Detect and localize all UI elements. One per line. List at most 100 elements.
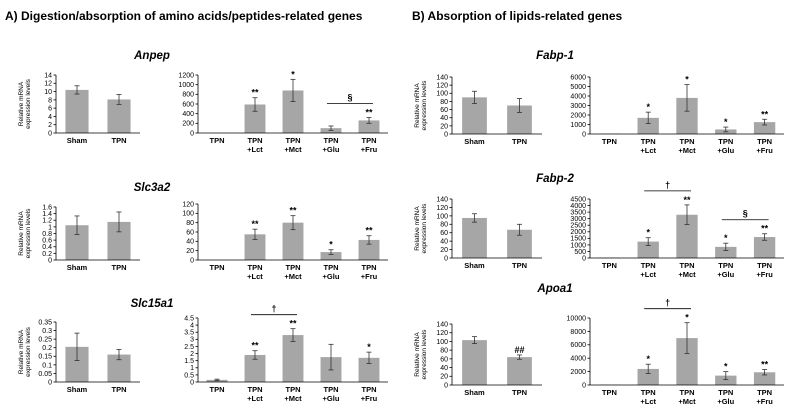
x-category-label: TPN +Mct — [284, 263, 302, 281]
y-tick-label: 120 — [436, 83, 448, 90]
bar-5 — [358, 239, 380, 260]
x-category-label-line: +Glu — [323, 394, 340, 403]
y-tick-label: 0.35 — [38, 319, 52, 326]
x-category-label: TPN — [602, 261, 617, 270]
y-tick-label: 1 — [48, 224, 52, 231]
y-tick-label: 4000 — [570, 93, 586, 100]
bar-3 — [676, 338, 698, 385]
y-tick-label: 10 — [44, 89, 52, 96]
x-category-label-line: TPN — [602, 137, 617, 146]
y-tick-label: 1.6 — [42, 204, 52, 211]
x-category-label-line: +Fru — [756, 146, 773, 155]
bar-1 — [65, 89, 89, 133]
y-tick-label: 100 — [182, 211, 194, 218]
y-tick-label: 40 — [186, 239, 194, 246]
bar-2 — [107, 221, 131, 260]
gene-title-slc3a2: Slc3a2 — [134, 182, 171, 194]
y-tick-label: 120 — [182, 201, 194, 208]
comparison-symbol: § — [347, 93, 352, 103]
x-category-label: Sham — [464, 137, 485, 146]
comparison-symbol: † — [665, 180, 670, 190]
y-axis-label-line: Relative mRNA — [414, 83, 421, 128]
section-title-a: A) Digestion/absorption of amino acids/p… — [5, 9, 363, 23]
x-category-label: TPN +Fru — [361, 136, 378, 154]
x-category-label-line: TPN — [324, 263, 339, 272]
bar-2 — [107, 99, 131, 133]
y-tick-label: 6 — [48, 106, 52, 113]
comparison-symbol: † — [665, 298, 670, 308]
x-category-label: TPN +Mct — [284, 136, 302, 154]
y-tick-label: 4000 — [570, 203, 586, 210]
x-category-label-line: +Glu — [717, 270, 734, 279]
x-category-label: TPN +Glu — [323, 263, 340, 281]
x-category-label-line: TPN — [324, 385, 339, 394]
significance-mark: ** — [761, 109, 769, 119]
x-category-label-line: TPN — [680, 261, 695, 270]
x-category-label-line: TPN — [757, 137, 772, 146]
y-tick-label: 1500 — [570, 236, 586, 243]
y-tick-label: 140 — [436, 321, 448, 328]
y-tick-label: 8000 — [570, 329, 586, 336]
y-tick-label: 0 — [190, 379, 194, 386]
y-tick-label: 60 — [186, 229, 194, 236]
x-category-label: TPN — [602, 388, 617, 397]
x-category-label-line: +Glu — [323, 272, 340, 281]
significance-mark: * — [724, 362, 728, 372]
x-category-label-line: TPN — [757, 388, 772, 397]
x-category-label: Sham — [464, 261, 485, 270]
y-tick-label: 4.5 — [184, 315, 194, 322]
y-tick-label: 4000 — [570, 356, 586, 363]
y-axis-label-line: Relative mRNA — [18, 211, 25, 256]
x-category-label: TPN +Glu — [717, 261, 734, 279]
y-tick-label: 12 — [44, 81, 52, 88]
y-tick-label: 40 — [440, 239, 448, 246]
x-category-label: TPN +Lct — [640, 137, 656, 155]
y-tick-label: 0 — [48, 130, 52, 137]
x-category-label-line: +Fru — [361, 394, 378, 403]
y-axis-label-line: expression levels — [421, 203, 428, 254]
x-category-label-line: Sham — [464, 261, 485, 270]
x-category-label-line: TPN — [286, 385, 301, 394]
bar-2 — [507, 357, 532, 385]
comparison-symbol: † — [271, 304, 276, 314]
y-tick-label: 0.25 — [38, 337, 52, 344]
y-tick-label: 0.2 — [42, 251, 52, 258]
x-category-label-line: TPN — [512, 137, 527, 146]
x-category-label-line: TPN — [512, 388, 527, 397]
x-category-label-line: TPN — [210, 136, 225, 145]
y-tick-label: 1 — [190, 365, 194, 372]
gene-title-slc15a1: Slc15a1 — [131, 298, 174, 310]
y-tick-label: 60 — [440, 230, 448, 237]
x-category-label: Sham — [67, 263, 88, 272]
y-axis-label: Relative mRNAexpression levels — [414, 329, 428, 380]
x-category-label: TPN — [512, 261, 527, 270]
x-category-label: TPN — [602, 137, 617, 146]
significance-mark: * — [685, 313, 689, 323]
x-category-label-line: TPN — [248, 263, 263, 272]
bar-5 — [358, 357, 380, 382]
bar-1 — [462, 217, 487, 258]
y-tick-label: 0 — [582, 131, 586, 138]
x-category-label: TPN +Lct — [247, 136, 263, 154]
x-category-label-line: Sham — [67, 385, 88, 394]
x-category-label-line: +Fru — [756, 397, 773, 406]
y-tick-label: 200 — [182, 121, 194, 128]
x-category-label-line: TPN — [602, 388, 617, 397]
y-tick-label: 0 — [444, 131, 448, 138]
x-category-label-line: TPN — [248, 385, 263, 394]
x-category-label-line: TPN — [286, 136, 301, 145]
y-tick-label: 0 — [48, 257, 52, 264]
x-category-label: TPN +Fru — [361, 385, 378, 403]
y-tick-label: 60 — [440, 107, 448, 114]
y-axis-label-line: expression levels — [421, 329, 428, 380]
y-axis-label-line: expression levels — [25, 78, 32, 129]
significance-mark: * — [291, 69, 295, 79]
x-category-label: TPN +Lct — [247, 385, 263, 403]
x-category-label-line: +Lct — [247, 394, 263, 403]
y-axis-label: Relative mRNAexpression levels — [18, 208, 32, 259]
y-tick-label: 60 — [440, 356, 448, 363]
chart-slc15a1-sham-vs-tpn: 00.05 0.10.15 0.20.25 0.3 0.35 Relative mRNAe… — [18, 319, 140, 394]
